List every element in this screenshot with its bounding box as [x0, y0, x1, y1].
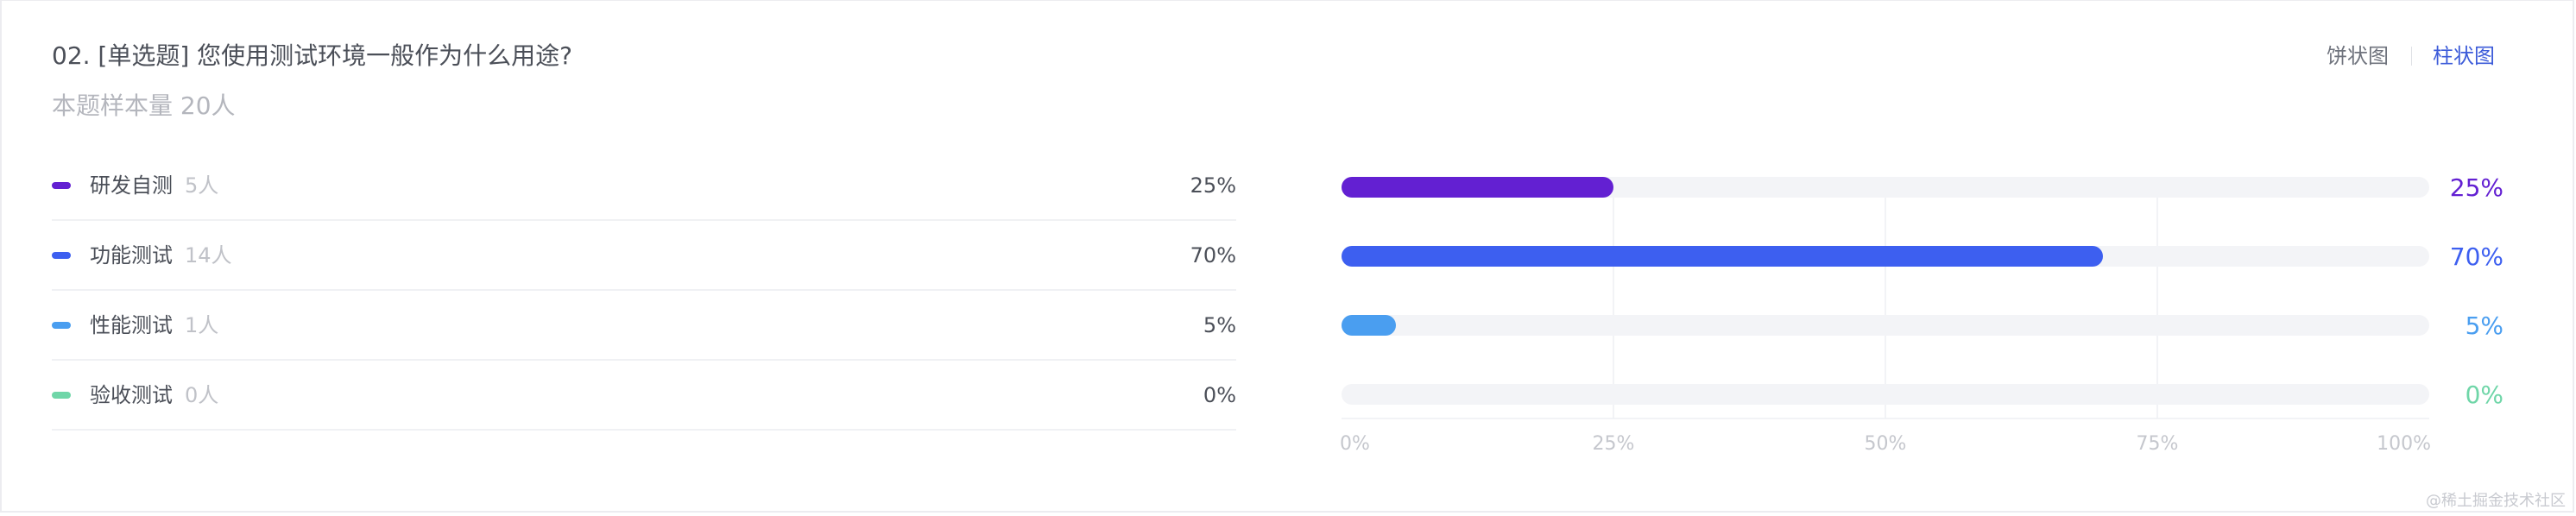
option-count: 1人 — [185, 313, 219, 337]
option-row: 功能测试 14人 70% — [52, 221, 1236, 291]
legend-color-dot — [52, 252, 71, 259]
option-row: 性能测试 1人 5% — [52, 291, 1236, 361]
option-percent: 0% — [1203, 383, 1236, 407]
option-list: 研发自测 5人 25% 功能测试 14人 70% 性能测试 1人 5% 验收测试 0人 0% — [52, 151, 1236, 431]
bar — [1342, 315, 1396, 336]
option-count: 0人 — [185, 383, 219, 407]
x-tick-label: 100% — [2377, 433, 2431, 455]
bar — [1342, 177, 1613, 198]
legend-color-dot — [52, 322, 71, 329]
x-tick-label: 25% — [1593, 433, 1635, 455]
x-tick-label: 0% — [1340, 433, 1370, 455]
option-label: 验收测试 0人 — [90, 383, 219, 407]
pie-chart-toggle[interactable]: 饼状图 — [2327, 44, 2389, 68]
toggle-divider — [2411, 47, 2412, 66]
legend-color-dot — [52, 182, 71, 189]
option-percent: 5% — [1203, 313, 1236, 337]
bar-track — [1342, 384, 2429, 405]
bar-value-label: 70% — [2450, 242, 2503, 271]
bar-chart: 25% 70% 5% 0% 0% 25% 50% 75% 100% — [1340, 173, 2503, 455]
option-row: 研发自测 5人 25% — [52, 151, 1236, 221]
option-count: 14人 — [185, 243, 232, 267]
bar-chart-toggle[interactable]: 柱状图 — [2433, 44, 2495, 68]
watermark: @稀土掘金技术社区 — [2426, 492, 2566, 510]
bar-value-label: 0% — [2466, 381, 2503, 409]
bar-value-label: 5% — [2466, 311, 2503, 340]
option-label: 性能测试 1人 — [90, 313, 219, 337]
x-tick-label: 50% — [1865, 433, 1907, 455]
option-percent: 70% — [1190, 243, 1236, 267]
sample-size: 本题样本量 20人 — [52, 91, 236, 120]
bar — [1342, 246, 2103, 267]
option-count: 5人 — [185, 173, 219, 198]
option-percent: 25% — [1190, 173, 1236, 198]
bar-track — [1342, 177, 2429, 198]
option-label: 研发自测 5人 — [90, 173, 219, 198]
chart-view-toggle: 饼状图 柱状图 — [2327, 39, 2495, 73]
option-row: 验收测试 0人 0% — [52, 361, 1236, 431]
x-tick-label: 75% — [2137, 433, 2179, 455]
legend-color-dot — [52, 392, 71, 399]
option-label: 功能测试 14人 — [90, 243, 232, 267]
bar-track — [1342, 315, 2429, 336]
question-title: 02. [单选题] 您使用测试环境一般作为什么用途? — [52, 41, 573, 70]
bar-value-label: 25% — [2450, 173, 2503, 202]
